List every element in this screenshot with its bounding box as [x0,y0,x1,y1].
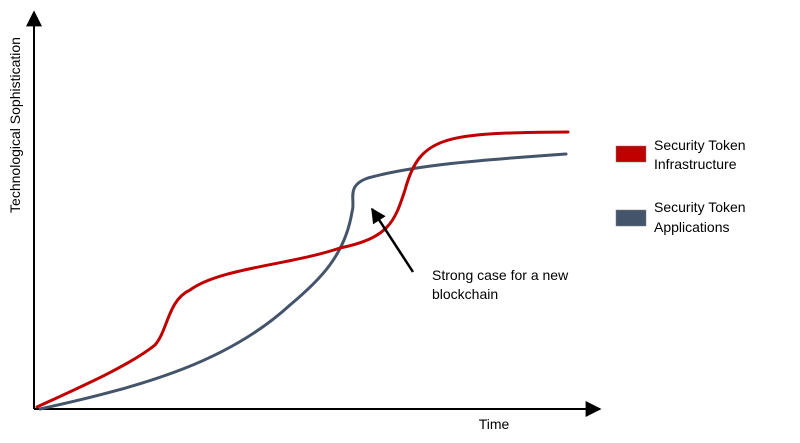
callout-text: Strong case for a new blockchain [432,267,572,302]
applications-curve [38,152,568,411]
infrastructure-curve [35,130,570,409]
legend-label-infrastructure: Security Token Infrastructure [654,137,749,172]
legend-swatch-applications [615,209,647,227]
callout-line-1: Strong case for a new [432,267,569,283]
callout-arrow [370,207,415,273]
legend: Security Token Infrastructure Security T… [615,137,749,235]
callout-line-2: blockchain [432,286,498,302]
legend-label-applications: Security Token Applications [654,199,749,235]
y-axis-label: Technological Sophistication [7,37,23,213]
x-axis-label: Time [479,416,510,432]
legend-swatch-infrastructure [615,145,647,163]
